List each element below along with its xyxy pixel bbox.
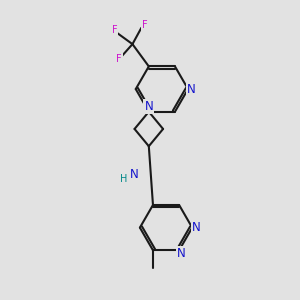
- Text: F: F: [142, 20, 147, 30]
- Text: N: N: [192, 221, 200, 234]
- Text: N: N: [177, 247, 186, 260]
- Text: H: H: [121, 174, 128, 184]
- Text: F: F: [112, 25, 117, 35]
- Text: F: F: [116, 54, 122, 64]
- Text: N: N: [187, 82, 196, 96]
- Text: N: N: [130, 168, 139, 181]
- Text: N: N: [144, 100, 153, 113]
